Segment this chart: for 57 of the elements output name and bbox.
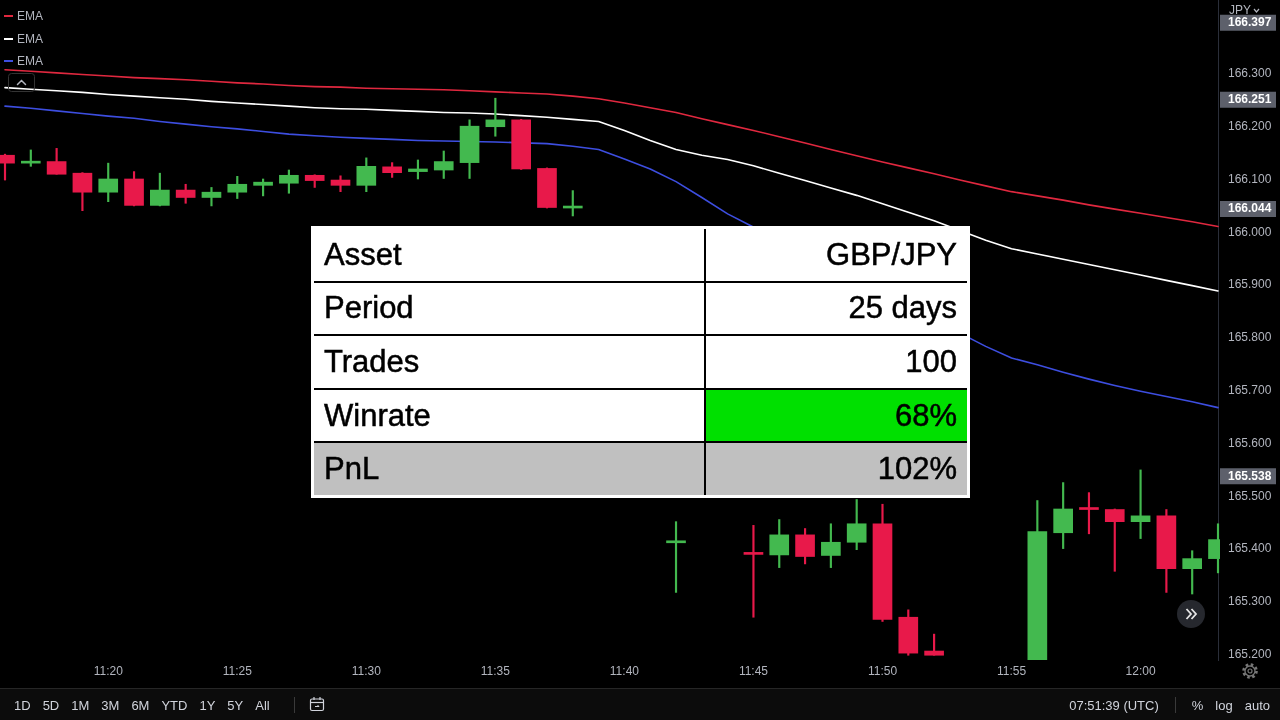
x-tick-label: 11:35 — [480, 663, 511, 678]
legend-label: EMA — [17, 54, 44, 69]
category-label: PnL — [314, 443, 704, 495]
x-tick-label: 11:40 — [609, 663, 640, 678]
category-label: Winrate — [314, 389, 704, 442]
y-tick-label: 165.900 — [1228, 277, 1272, 292]
text: 3M — [101, 697, 120, 713]
category-label: Trades — [314, 336, 704, 388]
text: 5Y — [227, 697, 244, 713]
candlestick — [330, 175, 351, 192]
y-tick-label: 165.300 — [1228, 594, 1272, 609]
x-tick-label: 11:50 — [867, 663, 898, 678]
y-tick-label: 165.600 — [1228, 435, 1272, 450]
x-tick-label: 11:25 — [222, 663, 253, 678]
text: 102% — [877, 451, 957, 487]
y-tick-label: 166.000 — [1228, 224, 1272, 239]
text: % — [1191, 697, 1204, 713]
y-tick-label: 166.251 — [1228, 92, 1272, 107]
text: All — [255, 697, 270, 713]
text: YTD — [161, 697, 188, 713]
text: 1Y — [199, 697, 216, 713]
x-tick-label: 11:55 — [996, 663, 1027, 678]
legend-label: EMA — [17, 9, 44, 24]
text: 25 days — [848, 290, 957, 326]
y-tick-label: 165.538 — [1228, 468, 1272, 483]
y-tick-label: 165.200 — [1228, 647, 1272, 662]
x-tick-label: 11:45 — [738, 663, 769, 678]
text: 07:51:39 (UTC) — [1069, 697, 1159, 713]
text: 6M — [131, 697, 150, 713]
x-tick-label: 12:00 — [1125, 663, 1156, 678]
y-tick-label: 166.397 — [1228, 15, 1272, 30]
category-label: Period — [314, 282, 704, 335]
candlestick — [1130, 469, 1151, 539]
y-tick-label: 166.200 — [1228, 119, 1272, 134]
y-tick-label: 165.500 — [1228, 488, 1272, 503]
text: auto — [1244, 697, 1270, 713]
candlestick — [201, 187, 222, 207]
candlestick — [743, 525, 764, 618]
category-label: Asset — [314, 229, 704, 281]
y-tick-label: 166.300 — [1228, 66, 1272, 81]
y-tick-label: 165.400 — [1228, 541, 1272, 556]
y-tick-label: 165.800 — [1228, 330, 1272, 345]
text: 1M — [71, 697, 90, 713]
y-tick-label: 165.700 — [1228, 383, 1272, 398]
candlestick — [666, 521, 686, 593]
text: 1D — [14, 697, 31, 713]
text: 5D — [42, 697, 60, 713]
text: 68% — [894, 397, 957, 433]
x-tick-label: 11:20 — [93, 663, 124, 678]
text: GBP/JPY — [826, 236, 957, 272]
x-tick-label: 11:30 — [351, 663, 382, 678]
y-tick-label: 166.100 — [1228, 171, 1272, 186]
text: log — [1215, 697, 1233, 713]
text: 100 — [905, 343, 957, 379]
legend-label: EMA — [17, 31, 44, 46]
y-axis-title: JPY — [1229, 3, 1252, 17]
y-tick-label: 166.044 — [1228, 201, 1272, 216]
